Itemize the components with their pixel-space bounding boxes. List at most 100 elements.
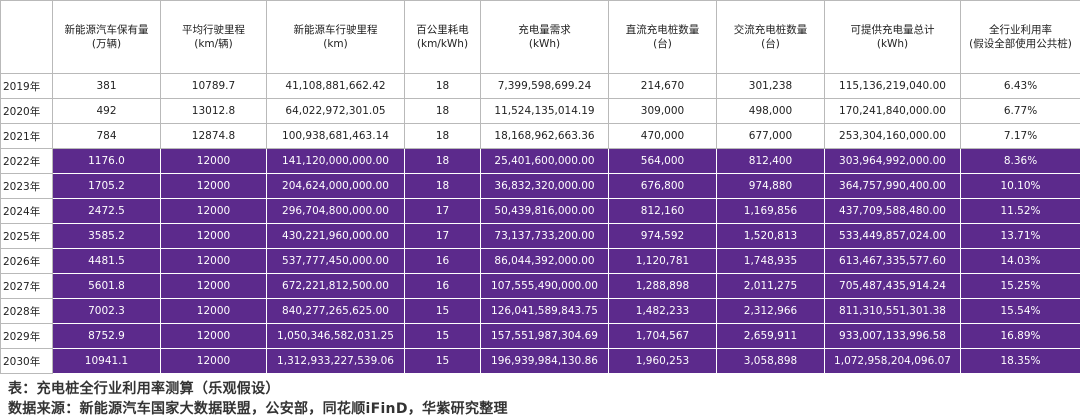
- table-cell: 840,277,265,625.00: [266, 298, 405, 324]
- year-cell: 2026年: [0, 248, 53, 274]
- year-cell: 2025年: [0, 223, 53, 249]
- table-row: 2028年 7002.3 12000 840,277,265,625.00 15 126,…: [0, 298, 1080, 324]
- table-cell: 17: [404, 223, 481, 249]
- table-cell: 14.03%: [960, 248, 1080, 274]
- table-cell: 12874.8: [160, 123, 267, 149]
- table-cell: 11,524,135,014.19: [480, 98, 609, 124]
- table-cell: 12000: [160, 173, 267, 199]
- table-cell: 18: [404, 98, 481, 124]
- year-cell: 2029年: [0, 323, 53, 349]
- table-cell: 10.10%: [960, 173, 1080, 199]
- table-cell: 1705.2: [52, 173, 161, 199]
- table-cell: 8752.9: [52, 323, 161, 349]
- table-cell: 115,136,219,040.00: [824, 73, 961, 99]
- table-row: 2023年 1705.2 12000 204,624,000,000.00 18 36,8…: [0, 173, 1080, 199]
- table-cell: 3585.2: [52, 223, 161, 249]
- table-cell: 811,310,551,301.38: [824, 298, 961, 324]
- table-cell: 1176.0: [52, 148, 161, 174]
- table-cell: 126,041,589,843.75: [480, 298, 609, 324]
- table-row: 2022年 1176.0 12000 141,120,000,000.00 18 25,4…: [0, 148, 1080, 174]
- table-cell: 141,120,000,000.00: [266, 148, 405, 174]
- table-row: 2024年 2472.5 12000 296,704,800,000.00 17 50,4…: [0, 198, 1080, 224]
- table-row: 2025年 3585.2 12000 430,221,960,000.00 17 73,1…: [0, 223, 1080, 249]
- table-cell: 296,704,800,000.00: [266, 198, 405, 224]
- table-cell: 2,312,966: [716, 298, 825, 324]
- year-cell: 2020年: [0, 98, 53, 124]
- table-cell: 974,880: [716, 173, 825, 199]
- table-cell: 7,399,598,699.24: [480, 73, 609, 99]
- year-cell: 2030年: [0, 348, 53, 374]
- table-cell: 1,704,567: [608, 323, 717, 349]
- table-cell: 12000: [160, 273, 267, 299]
- table-cell: 7002.3: [52, 298, 161, 324]
- table-cell: 784: [52, 123, 161, 149]
- table-cell: 1,482,233: [608, 298, 717, 324]
- header-cell-charge-demand: 充电量需求 (kWh): [480, 0, 609, 74]
- table-cell: 1,312,933,227,539.06: [266, 348, 405, 374]
- table-cell: 18.35%: [960, 348, 1080, 374]
- table-row: 2019年 381 10789.7 41,108,881,662.42 18 7,399,…: [0, 73, 1080, 99]
- table-cell: 36,832,320,000.00: [480, 173, 609, 199]
- table-cell: 16: [404, 248, 481, 274]
- table-cell: 64,022,972,301.05: [266, 98, 405, 124]
- table-cell: 12000: [160, 323, 267, 349]
- table-cell: 1,050,346,582,031.25: [266, 323, 405, 349]
- table-cell: 12000: [160, 248, 267, 274]
- table-cell: 303,964,992,000.00: [824, 148, 961, 174]
- table-cell: 214,670: [608, 73, 717, 99]
- table-row: 2026年 4481.5 12000 537,777,450,000.00 16 86,0…: [0, 248, 1080, 274]
- table-cell: 2,011,275: [716, 273, 825, 299]
- table-cell: 1,520,813: [716, 223, 825, 249]
- table-cell: 196,939,984,130.86: [480, 348, 609, 374]
- table-cell: 15: [404, 323, 481, 349]
- table-cell: 86,044,392,000.00: [480, 248, 609, 274]
- table-cell: 15.54%: [960, 298, 1080, 324]
- table-cell: 672,221,812,500.00: [266, 273, 405, 299]
- table-cell: 12000: [160, 198, 267, 224]
- table-caption: 表：充电桩全行业利用率测算（乐观假设）: [8, 381, 280, 397]
- table-cell: 498,000: [716, 98, 825, 124]
- table-cell: 1,120,781: [608, 248, 717, 274]
- table-cell: 705,487,435,914.24: [824, 273, 961, 299]
- table-cell: 676,800: [608, 173, 717, 199]
- table-cell: 6.77%: [960, 98, 1080, 124]
- table-cell: 437,709,588,480.00: [824, 198, 961, 224]
- table-cell: 15.25%: [960, 273, 1080, 299]
- table-cell: 17: [404, 198, 481, 224]
- table-cell: 253,304,160,000.00: [824, 123, 961, 149]
- year-cell: 2024年: [0, 198, 53, 224]
- table-cell: 2472.5: [52, 198, 161, 224]
- table-cell: 12000: [160, 223, 267, 249]
- table-cell: 6.43%: [960, 73, 1080, 99]
- table-cell: 7.17%: [960, 123, 1080, 149]
- year-cell: 2022年: [0, 148, 53, 174]
- table-cell: 12000: [160, 348, 267, 374]
- table-cell: 10941.1: [52, 348, 161, 374]
- table-cell: 204,624,000,000.00: [266, 173, 405, 199]
- table-cell: 170,241,840,000.00: [824, 98, 961, 124]
- table-cell: 13.71%: [960, 223, 1080, 249]
- table-cell: 13012.8: [160, 98, 267, 124]
- header-cell-avg-mileage: 平均行驶里程 (km/辆): [160, 0, 267, 74]
- table-cell: 73,137,733,200.00: [480, 223, 609, 249]
- year-cell: 2027年: [0, 273, 53, 299]
- header-cell-ac-piles: 交流充电桩数量 (台): [716, 0, 825, 74]
- table-cell: 430,221,960,000.00: [266, 223, 405, 249]
- table-cell: 41,108,881,662.42: [266, 73, 405, 99]
- table-cell: 16.89%: [960, 323, 1080, 349]
- table-cell: 157,551,987,304.69: [480, 323, 609, 349]
- table-cell: 107,555,490,000.00: [480, 273, 609, 299]
- table-cell: 18: [404, 73, 481, 99]
- header-cell-utilization: 全行业利用率 (假设全部使用公共桩): [960, 0, 1080, 74]
- header-cell-ev-stock: 新能源汽车保有量 (万辆): [52, 0, 161, 74]
- table-row: 2029年 8752.9 12000 1,050,346,582,031.25 15 15…: [0, 323, 1080, 349]
- header-row: 新能源汽车保有量 (万辆) 平均行驶里程 (km/辆) 新能源车行驶里程 (km) 百…: [0, 0, 1080, 74]
- table-cell: 301,238: [716, 73, 825, 99]
- table-cell: 1,072,958,204,096.07: [824, 348, 961, 374]
- header-cell-consumption: 百公里耗电 (km/kWh): [404, 0, 481, 74]
- utilization-table: 新能源汽车保有量 (万辆) 平均行驶里程 (km/辆) 新能源车行驶里程 (km) 百…: [0, 0, 1080, 374]
- table-row: 2027年 5601.8 12000 672,221,812,500.00 16 107,…: [0, 273, 1080, 299]
- header-cell-supply-total: 可提供充电量总计 (kWh): [824, 0, 961, 74]
- table-cell: 564,000: [608, 148, 717, 174]
